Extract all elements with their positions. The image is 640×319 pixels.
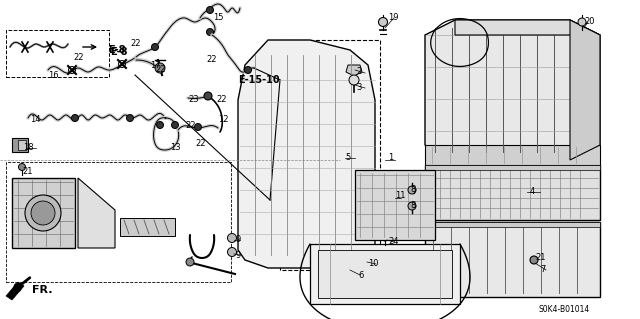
Text: 18: 18	[23, 144, 34, 152]
Text: 11: 11	[395, 191, 406, 201]
Circle shape	[172, 122, 179, 129]
Text: 4: 4	[530, 188, 535, 197]
Text: FR.: FR.	[32, 285, 52, 295]
Circle shape	[530, 256, 538, 264]
Circle shape	[157, 122, 163, 129]
Text: 22: 22	[130, 39, 141, 48]
Text: 5: 5	[345, 153, 350, 162]
Circle shape	[244, 66, 252, 73]
Circle shape	[72, 115, 79, 122]
Text: 22: 22	[155, 65, 166, 75]
Circle shape	[378, 18, 387, 26]
Text: E-8: E-8	[108, 45, 125, 55]
Circle shape	[204, 92, 212, 100]
Text: 22: 22	[195, 139, 205, 149]
Text: 12: 12	[218, 115, 228, 124]
Bar	[310, 244, 460, 304]
Text: 22: 22	[206, 56, 216, 64]
Polygon shape	[455, 20, 600, 35]
Text: 20: 20	[584, 18, 595, 26]
Text: E-8: E-8	[110, 47, 127, 57]
Text: 17: 17	[150, 61, 161, 70]
Circle shape	[207, 28, 214, 35]
Polygon shape	[12, 138, 28, 152]
Circle shape	[25, 195, 61, 231]
Text: 9: 9	[235, 250, 240, 259]
Text: 6: 6	[358, 271, 364, 279]
Circle shape	[19, 164, 26, 170]
Polygon shape	[6, 282, 24, 300]
Text: 1: 1	[388, 153, 393, 162]
Bar	[120, 218, 175, 236]
Polygon shape	[12, 178, 75, 248]
Circle shape	[155, 63, 165, 73]
Bar	[318, 250, 452, 298]
Polygon shape	[18, 140, 26, 150]
Text: 2: 2	[356, 68, 361, 77]
Bar	[425, 222, 600, 297]
Polygon shape	[425, 222, 600, 227]
Text: 19: 19	[388, 13, 399, 23]
Text: 7: 7	[540, 265, 545, 275]
Circle shape	[207, 6, 214, 13]
Text: E-15-10: E-15-10	[238, 75, 280, 85]
Polygon shape	[78, 178, 115, 248]
Circle shape	[195, 123, 202, 130]
Text: S0K4-B01014: S0K4-B01014	[539, 306, 590, 315]
Circle shape	[31, 201, 55, 225]
Text: 22: 22	[216, 95, 227, 105]
Text: 9: 9	[235, 235, 240, 244]
Polygon shape	[425, 165, 600, 170]
Text: 14: 14	[30, 115, 40, 124]
Bar	[425, 165, 600, 220]
Text: 15: 15	[213, 13, 223, 23]
Text: 13: 13	[170, 144, 180, 152]
Text: 8: 8	[410, 186, 415, 195]
Text: 24: 24	[388, 238, 399, 247]
Circle shape	[382, 235, 388, 241]
Polygon shape	[280, 40, 380, 270]
Circle shape	[127, 115, 134, 122]
Text: 8: 8	[410, 202, 415, 211]
Polygon shape	[425, 145, 600, 165]
Circle shape	[349, 75, 359, 85]
Polygon shape	[238, 40, 375, 268]
Bar	[6, 162, 231, 282]
Text: 21: 21	[22, 167, 33, 176]
Circle shape	[578, 18, 586, 26]
Polygon shape	[346, 65, 362, 76]
Bar	[355, 170, 435, 240]
Text: 21: 21	[535, 254, 545, 263]
Text: 22: 22	[185, 122, 195, 130]
Circle shape	[227, 234, 237, 242]
Text: 10: 10	[368, 259, 378, 269]
Circle shape	[408, 186, 416, 194]
Text: 22: 22	[73, 54, 83, 63]
Text: 3: 3	[356, 84, 362, 93]
Circle shape	[152, 43, 159, 50]
Circle shape	[186, 258, 194, 266]
Bar	[6, 30, 109, 77]
Circle shape	[227, 248, 237, 256]
Text: 16: 16	[48, 70, 59, 79]
Circle shape	[408, 202, 416, 210]
Text: 23: 23	[188, 95, 198, 105]
Polygon shape	[570, 20, 600, 160]
Polygon shape	[425, 20, 600, 160]
